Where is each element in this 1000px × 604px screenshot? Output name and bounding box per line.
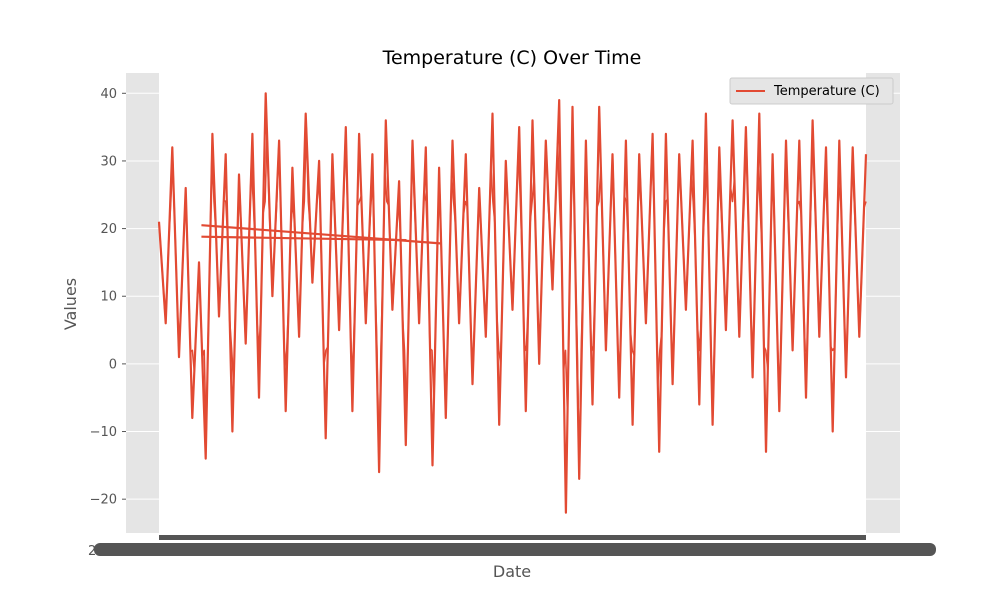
x-axis-label: Date — [493, 562, 531, 581]
series-long-segment — [201, 235, 407, 242]
legend-box — [729, 77, 894, 105]
y-tick-label: 0 — [109, 357, 117, 372]
y-tick-label: −10 — [90, 425, 117, 440]
legend: Temperature (C) — [729, 77, 894, 105]
series-line-temperature-dense — [158, 126, 867, 476]
y-axis-label: Values — [61, 278, 80, 330]
y-tick-label: 40 — [100, 87, 117, 102]
x-tick-labels-band — [94, 543, 936, 556]
y-tick-label: 10 — [100, 290, 117, 305]
x-tick-marks-band — [159, 535, 866, 540]
y-tick-label: 30 — [100, 154, 117, 169]
legend-label: Temperature (C) — [773, 84, 880, 99]
y-tick-label: 20 — [100, 222, 117, 237]
x-tick-label-first: 2 — [88, 544, 96, 559]
y-tick-label: −20 — [90, 493, 117, 508]
chart-title: Temperature (C) Over Time — [382, 47, 642, 69]
